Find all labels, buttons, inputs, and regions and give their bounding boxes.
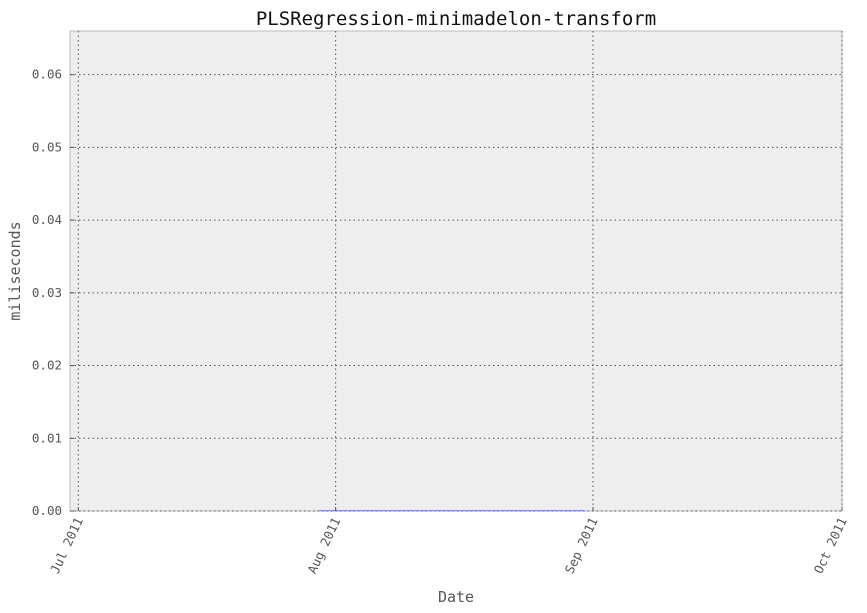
y-tick-label: 0.06 — [32, 67, 62, 82]
x-tick-label: Sep 2011 — [562, 515, 601, 576]
y-tick-label: 0.01 — [32, 430, 62, 445]
x-tick-label: Aug 2011 — [304, 515, 343, 576]
y-axis-ticks: 0.00 0.01 0.02 0.03 0.04 0.05 0.06 — [32, 67, 74, 518]
y-tick-label: 0.00 — [32, 503, 62, 518]
y-tick-label: 0.04 — [32, 212, 62, 227]
y-tick-label: 0.05 — [32, 139, 62, 154]
chart-title: PLSRegression-minimadelon-transform — [256, 8, 656, 30]
y-axis-label: miliseconds — [6, 221, 24, 320]
x-tick-label: Oct 2011 — [811, 515, 850, 576]
plot-area — [69, 30, 843, 512]
y-tick-label: 0.02 — [32, 358, 62, 373]
x-axis-ticks: Jul 2011 Aug 2011 Sep 2011 Oct 2011 — [47, 507, 850, 576]
grid-lines — [70, 31, 843, 512]
x-axis-label: Date — [438, 588, 474, 606]
x-tick-label: Jul 2011 — [47, 515, 86, 576]
y-tick-label: 0.03 — [32, 285, 62, 300]
